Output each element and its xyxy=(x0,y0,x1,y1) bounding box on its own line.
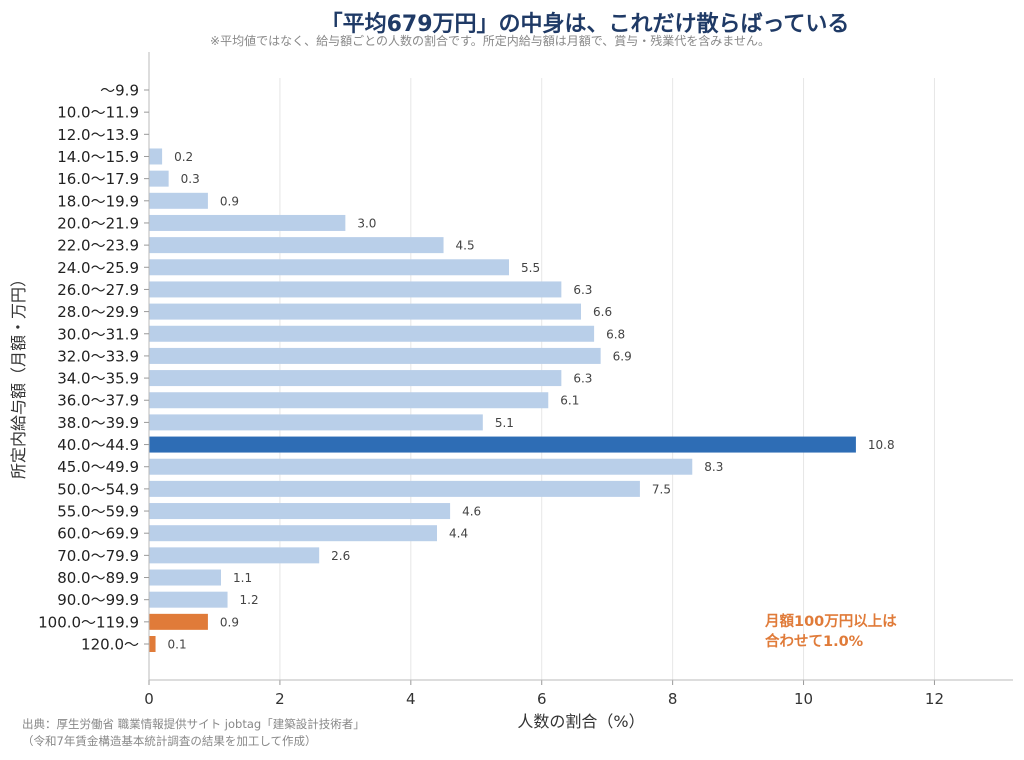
category-label-5: 18.0〜19.9 xyxy=(57,192,139,210)
category-label-2: 12.0〜13.9 xyxy=(57,126,139,144)
value-label-16: 10.8 xyxy=(868,438,895,452)
category-label-7: 22.0〜23.9 xyxy=(57,237,139,255)
category-label-21: 70.0〜79.9 xyxy=(57,547,139,565)
category-label-20: 60.0〜69.9 xyxy=(57,525,139,543)
value-label-9: 6.3 xyxy=(573,283,592,297)
category-label-19: 55.0〜59.9 xyxy=(57,503,139,521)
category-label-15: 38.0〜39.9 xyxy=(57,414,139,432)
annotation-line1: 月額100万円以上は xyxy=(764,612,897,630)
bar-20 xyxy=(149,525,437,542)
value-label-15: 5.1 xyxy=(495,416,514,430)
value-label-8: 5.5 xyxy=(521,261,540,275)
chart-subtitle: ※平均値ではなく、給与額ごとの人数の割合です。所定内給与額は月額で、賞与・残業代… xyxy=(210,34,770,48)
category-label-10: 28.0〜29.9 xyxy=(57,303,139,321)
bar-6 xyxy=(149,214,346,231)
category-label-0: 〜9.9 xyxy=(100,82,139,100)
value-label-12: 6.9 xyxy=(613,349,632,363)
y-axis-title: 所定内給与額（月額・万円） xyxy=(9,271,28,479)
bar-4 xyxy=(149,170,169,187)
value-label-25: 0.1 xyxy=(168,638,187,652)
category-label-9: 26.0〜27.9 xyxy=(57,281,139,299)
bar-17 xyxy=(149,458,693,475)
value-label-13: 6.3 xyxy=(573,372,592,386)
chart-title: 「平均679万円」の中身は、これだけ散らばっている xyxy=(320,12,850,37)
labels-layer: 〜9.9 10.0〜11.9 12.0〜13.9 14.0〜15.9 0.2 16.0〜1… xyxy=(38,82,895,654)
bar-5 xyxy=(149,192,208,209)
value-label-14: 6.1 xyxy=(560,394,579,408)
source-line2: （令和7年賃金構造基本統計調査の結果を加工して作成） xyxy=(22,734,317,748)
source-note: 出典：厚生労働省 職業情報提供サイト jobtag「建築設計技術者」 （令和7年… xyxy=(22,716,365,750)
category-label-14: 36.0〜37.9 xyxy=(57,392,139,410)
value-label-24: 0.9 xyxy=(220,615,239,629)
bar-22 xyxy=(149,569,221,586)
value-label-10: 6.6 xyxy=(593,305,612,319)
value-label-17: 8.3 xyxy=(704,460,723,474)
value-label-3: 0.2 xyxy=(174,150,193,164)
category-label-18: 50.0〜54.9 xyxy=(57,480,139,498)
x-tick-label-2: 2 xyxy=(275,690,285,708)
bar-19 xyxy=(149,503,451,520)
category-label-1: 10.0〜11.9 xyxy=(57,104,139,122)
value-label-21: 2.6 xyxy=(331,549,350,563)
value-label-18: 7.5 xyxy=(652,482,671,496)
bar-24 xyxy=(149,613,208,630)
bar-14 xyxy=(149,392,549,409)
annotation-line2: 合わせて1.0% xyxy=(764,632,864,650)
bar-12 xyxy=(149,347,601,364)
bar-8 xyxy=(149,259,509,276)
bars-layer xyxy=(149,148,856,652)
axis-layer: 0 2 4 6 8 10 12 xyxy=(144,52,1013,708)
category-label-25: 120.0〜 xyxy=(81,636,139,654)
x-tick-label-12: 12 xyxy=(925,690,944,708)
category-label-17: 45.0〜49.9 xyxy=(57,458,139,476)
bar-11 xyxy=(149,325,595,342)
value-label-11: 6.8 xyxy=(606,327,625,341)
value-label-20: 4.4 xyxy=(449,527,468,541)
value-label-23: 1.2 xyxy=(240,593,259,607)
value-label-7: 4.5 xyxy=(456,239,475,253)
bar-15 xyxy=(149,414,483,431)
x-axis-title: 人数の割合（%） xyxy=(517,712,644,731)
bar-18 xyxy=(149,480,640,497)
x-tick-label-8: 8 xyxy=(668,690,678,708)
bar-25 xyxy=(149,636,156,652)
category-label-11: 30.0〜31.9 xyxy=(57,325,139,343)
x-tick-label-0: 0 xyxy=(144,690,154,708)
category-label-16: 40.0〜44.9 xyxy=(57,436,139,454)
category-label-6: 20.0〜21.9 xyxy=(57,214,139,232)
category-label-23: 90.0〜99.9 xyxy=(57,591,139,609)
bar-16 xyxy=(149,436,856,453)
category-label-12: 32.0〜33.9 xyxy=(57,347,139,365)
value-label-6: 3.0 xyxy=(357,216,376,230)
bar-21 xyxy=(149,547,320,564)
category-label-24: 100.0〜119.9 xyxy=(38,613,139,631)
value-label-4: 0.3 xyxy=(181,172,200,186)
category-label-8: 24.0〜25.9 xyxy=(57,259,139,277)
bar-7 xyxy=(149,237,444,254)
bar-3 xyxy=(149,148,163,165)
source-line1: 出典：厚生労働省 職業情報提供サイト jobtag「建築設計技術者」 xyxy=(22,717,365,731)
bar-9 xyxy=(149,281,562,298)
category-label-4: 16.0〜17.9 xyxy=(57,170,139,188)
x-tick-label-4: 4 xyxy=(406,690,416,708)
category-label-3: 14.0〜15.9 xyxy=(57,148,139,166)
bar-10 xyxy=(149,303,581,320)
category-label-13: 34.0〜35.9 xyxy=(57,370,139,388)
value-label-22: 1.1 xyxy=(233,571,252,585)
x-tick-label-10: 10 xyxy=(794,690,813,708)
value-label-19: 4.6 xyxy=(462,505,481,519)
bar-13 xyxy=(149,370,562,387)
x-tick-label-6: 6 xyxy=(537,690,547,708)
bar-23 xyxy=(149,591,228,608)
category-label-22: 80.0〜89.9 xyxy=(57,569,139,587)
value-label-5: 0.9 xyxy=(220,194,239,208)
